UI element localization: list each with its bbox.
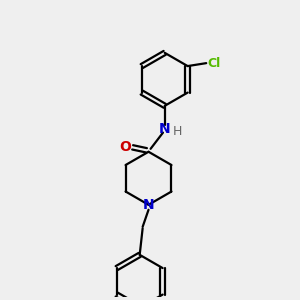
- Text: O: O: [120, 140, 131, 154]
- Text: N: N: [143, 198, 154, 212]
- Text: N: N: [159, 122, 170, 136]
- Text: H: H: [172, 125, 182, 138]
- Text: Cl: Cl: [207, 57, 220, 70]
